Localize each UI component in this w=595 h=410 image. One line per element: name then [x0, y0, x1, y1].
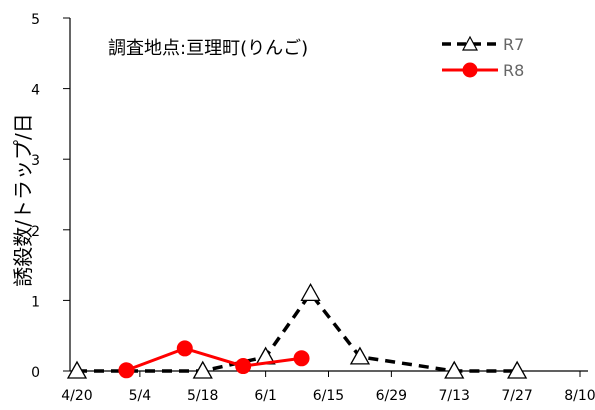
x-ticks: 4/20 5/4 5/18 6/1 6/15 6/29 7/13 7/27 8/10	[61, 371, 595, 404]
data-point-r8	[118, 362, 135, 379]
x-tick-label: 8/10	[564, 388, 595, 404]
series-layer	[66, 283, 528, 379]
data-point-r8	[293, 350, 310, 367]
y-tick-label: 0	[31, 365, 40, 381]
data-point-r7	[507, 360, 528, 379]
y-tick-label: 3	[31, 153, 40, 169]
y-tick-label: 2	[31, 224, 40, 240]
x-tick-label: 5/18	[187, 388, 218, 404]
x-tick-label: 4/20	[61, 388, 92, 404]
x-tick-label: 6/1	[254, 388, 277, 404]
legend-r8-label: R8	[503, 61, 524, 80]
series-line-r8	[125, 346, 302, 372]
y-tick-label: 5	[31, 12, 40, 28]
data-point-r8	[176, 340, 193, 357]
y-tick-label: 4	[31, 83, 40, 99]
data-point-r7	[444, 360, 465, 379]
x-tick-label: 7/13	[439, 388, 470, 404]
x-tick-label: 6/15	[313, 388, 344, 404]
y-tick-label: 1	[31, 294, 40, 310]
data-point-r8	[235, 358, 252, 375]
legend: R7 R8	[442, 35, 524, 80]
x-tick-label: 6/29	[376, 388, 407, 404]
y-axis-label: 誘殺数/トラップ/日	[11, 113, 35, 286]
x-tick-label: 7/27	[501, 388, 532, 404]
data-point-r7	[349, 346, 371, 365]
data-point-r7	[66, 360, 88, 379]
data-point-r7	[192, 360, 213, 379]
data-point-r7	[300, 283, 321, 301]
y-ticks: 0 1 2 3 4 5	[31, 12, 70, 381]
legend-r7-marker	[461, 35, 479, 51]
legend-r8-marker	[462, 62, 478, 78]
x-tick-label: 5/4	[129, 388, 152, 404]
legend-r7-label: R7	[503, 35, 524, 54]
chart-title: 調査地点:亘理町(りんご)	[108, 38, 308, 59]
